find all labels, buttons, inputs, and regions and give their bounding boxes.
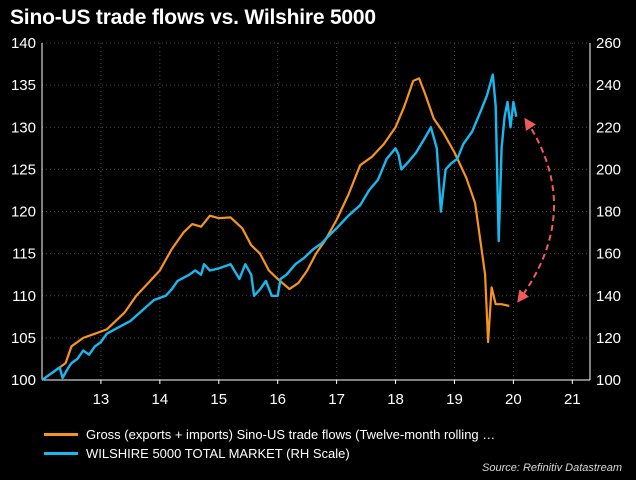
left-tick-label: 125 (11, 161, 36, 178)
right-tick-label: 160 (596, 246, 621, 263)
right-tick-label: 120 (596, 330, 621, 347)
grid (42, 42, 590, 381)
series-line-wilshire (41, 73, 518, 381)
x-tick-label: 17 (328, 391, 345, 408)
x-tick-label: 13 (93, 391, 110, 408)
legend-swatch-wilshire (44, 452, 78, 455)
left-tick-label: 100 (11, 372, 36, 389)
series-layer (41, 73, 518, 381)
left-tick-label: 140 (11, 35, 36, 52)
right-tick-label: 240 (596, 77, 621, 94)
x-tick-label: 20 (505, 391, 522, 408)
legend-label-trade: Gross (exports + imports) Sino-US trade … (86, 427, 496, 442)
x-tick-label: 18 (387, 391, 404, 408)
x-tick-label: 19 (446, 391, 463, 408)
left-tick-label: 105 (11, 330, 36, 347)
axes: 100 100 105 120 110 140 115 160 120 180 125 200 130 2… (11, 35, 621, 408)
x-tick-label: 15 (210, 391, 227, 408)
legend-item-trade: Gross (exports + imports) Sino-US trade … (44, 425, 495, 444)
chart-title: Sino-US trade flows vs. Wilshire 5000 (10, 6, 376, 29)
x-tick-label: 14 (152, 391, 169, 408)
legend: Gross (exports + imports) Sino-US trade … (44, 425, 495, 463)
legend-swatch-trade (44, 433, 78, 436)
right-tick-label: 180 (596, 204, 621, 221)
x-tick-label: 21 (564, 391, 581, 408)
legend-label-wilshire: WILSHIRE 5000 TOTAL MARKET (RH Scale) (86, 446, 350, 461)
left-tick-label: 110 (12, 288, 36, 305)
right-tick-label: 140 (596, 288, 621, 305)
annotation-arrow (517, 117, 556, 303)
left-tick-label: 135 (11, 77, 36, 94)
right-tick-label: 220 (596, 119, 621, 136)
legend-item-wilshire: WILSHIRE 5000 TOTAL MARKET (RH Scale) (44, 444, 495, 463)
left-tick-label: 120 (11, 204, 36, 221)
right-tick-label: 260 (596, 35, 621, 52)
series-line-trade (41, 77, 510, 381)
right-tick-label: 100 (596, 372, 621, 389)
right-tick-label: 200 (596, 161, 621, 178)
annotation-layer (517, 117, 556, 303)
source-note: Source: Refinitiv Datastream (482, 462, 622, 474)
x-tick-label: 16 (269, 391, 286, 408)
left-tick-label: 115 (12, 246, 36, 263)
left-tick-label: 130 (11, 119, 36, 136)
